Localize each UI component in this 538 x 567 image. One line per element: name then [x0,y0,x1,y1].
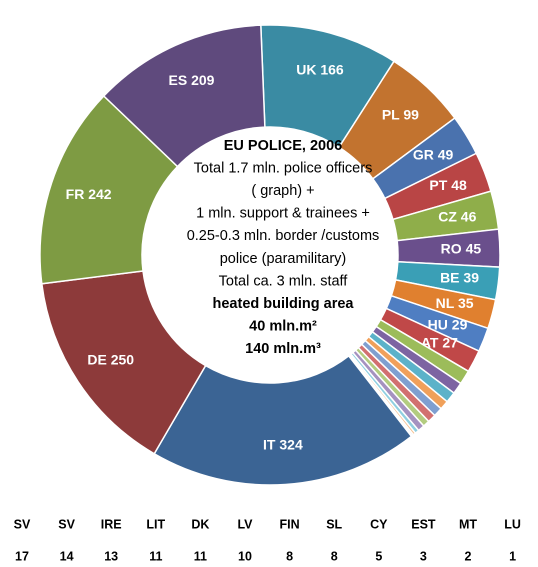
segment [102,24,266,168]
label-value: 242 [88,186,112,202]
table-category: LV [237,517,253,531]
table-category: DK [191,517,209,531]
label-value: 48 [451,177,467,193]
table-value: 8 [331,549,338,563]
table-value: 14 [60,549,74,563]
table-value: 11 [149,549,162,563]
table-value: 17 [15,549,29,563]
label-category: HU [428,316,448,332]
center-text: 0.25-0.3 mln. border /customs [187,228,380,244]
label-value: 209 [191,72,215,88]
label-value: 324 [279,436,303,452]
segment-label: IT 324 [263,436,303,452]
label-category: RO [441,240,462,256]
label-category: BE [440,269,459,285]
segment-label: RO 45 [441,240,482,256]
segment-label: GR 49 [413,146,454,162]
label-category: NL [436,295,455,311]
center-text: 140 mln.m³ [245,341,321,357]
table-value: 3 [420,549,427,563]
center-text: ( graph) + [251,183,314,199]
segment [153,354,413,486]
label-category: IT [263,436,276,452]
label-category: PT [429,177,447,193]
table-category: LU [504,517,521,531]
table-category: CY [370,517,388,531]
label-value: 45 [466,240,482,256]
segment-label: PT 48 [429,177,467,193]
center-text: Total 1.7 mln. police officers [194,160,373,176]
table-value: 2 [465,549,472,563]
center-text: Total ca. 3 mln. staff [219,273,349,289]
label-value: 39 [463,269,479,285]
center-text: police (paramilitary) [220,251,347,267]
table-value: 5 [375,549,382,563]
center-text: heated building area [213,296,355,312]
label-value: 49 [438,146,454,162]
table-value: 1 [509,549,516,563]
table-category: SV [58,517,75,531]
table-category: EST [411,517,436,531]
segment-label: NL 35 [436,295,474,311]
segment-label: FR 242 [66,186,112,202]
label-value: 250 [111,351,135,367]
segment-label: UK 166 [296,61,344,77]
segment-label: DE 250 [87,351,134,367]
label-category: CZ [438,208,457,224]
label-value: 166 [320,61,344,77]
center-text: EU POLICE, 2006 [224,138,342,154]
label-category: PL [382,106,400,122]
center-text: 1 mln. support & trainees + [196,206,370,222]
table-category: SL [326,517,342,531]
table-value: 11 [194,549,207,563]
label-value: 46 [461,208,477,224]
center-text: 40 mln.m² [249,319,317,335]
segment-label: CZ 46 [438,208,476,224]
segment-label: ES 209 [168,72,214,88]
label-value: 99 [403,106,419,122]
table-value: 13 [104,549,118,563]
label-category: GR [413,146,434,162]
label-category: UK [296,61,316,77]
table-category: SV [14,517,31,531]
table-category: FIN [280,517,300,531]
label-category: DE [87,351,106,367]
table-category: IRE [101,517,122,531]
table-category: MT [459,517,477,531]
segment-label: BE 39 [440,269,479,285]
table-value: 8 [286,549,293,563]
label-value: 35 [458,295,474,311]
label-value: 29 [452,316,468,332]
table-category: LIT [146,517,165,531]
segment-label: PL 99 [382,106,419,122]
label-value: 27 [442,334,458,350]
label-category: ES [168,72,187,88]
label-category: FR [66,186,85,202]
segment-label: HU 29 [428,316,468,332]
table-value: 10 [238,549,252,563]
